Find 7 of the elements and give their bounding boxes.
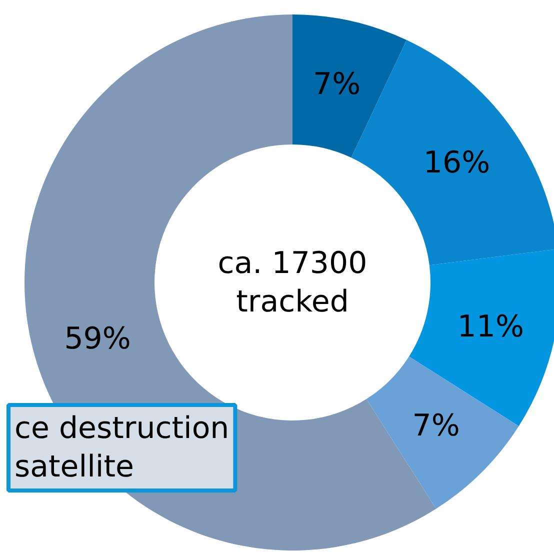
data-label: 16% (423, 146, 490, 181)
data-label: 7% (412, 408, 460, 444)
text: ca. 17300 tracked (218, 246, 368, 320)
text: ce destruction satellite (14, 411, 230, 484)
data-label: 11% (457, 309, 524, 344)
data-label: 59% (64, 322, 131, 357)
data-label: 7% (312, 66, 361, 102)
